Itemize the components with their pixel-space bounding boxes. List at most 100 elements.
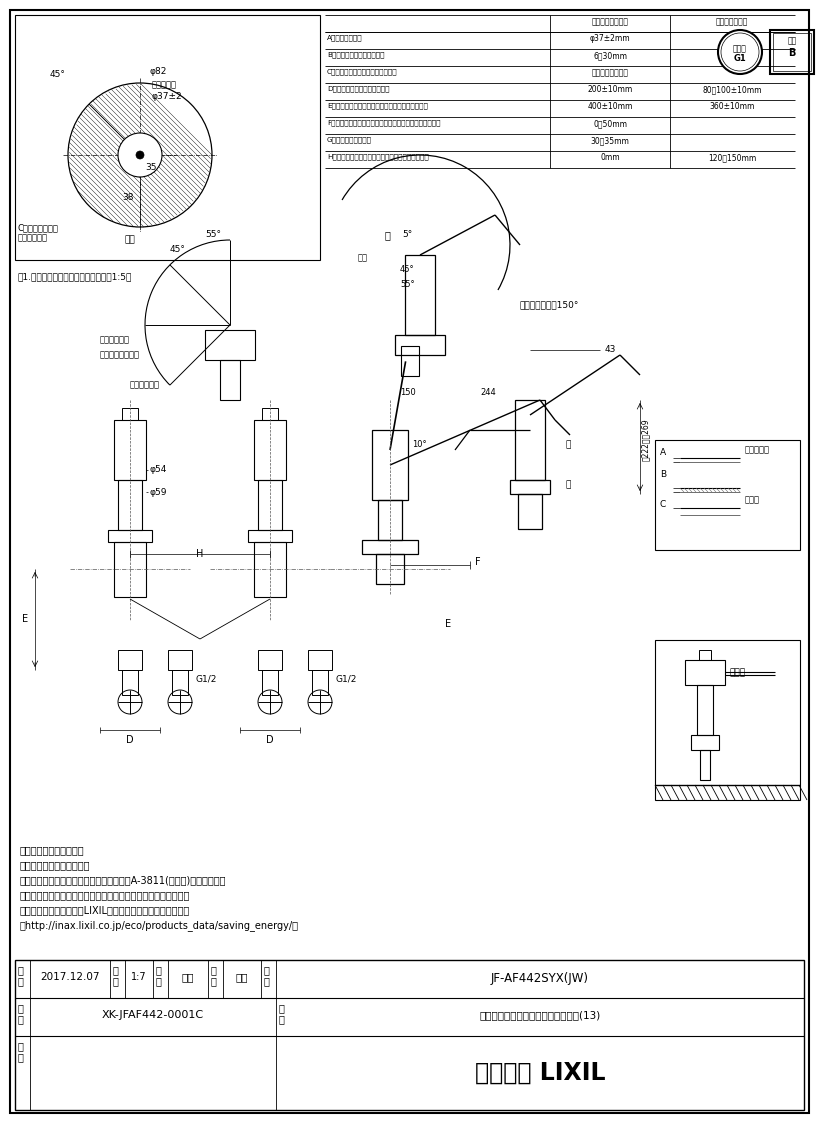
Bar <box>122 670 138 695</box>
Bar <box>773 33 811 71</box>
Bar <box>405 255 435 335</box>
Text: F: F <box>475 557 481 567</box>
Bar <box>378 500 402 540</box>
Text: E：水栓取付から収水・補温止水栓中心までの尸法: E：水栓取付から収水・補温止水栓中心までの尸法 <box>327 102 428 109</box>
Text: G：止水栓の離間尸法: G：止水栓の離間尸法 <box>327 136 372 143</box>
Text: H：水栓中心から収水・補温左右の中心までの尸法: H：水栓中心から収水・補温左右の中心までの尸法 <box>327 153 429 159</box>
Text: 間222～間269: 間222～間269 <box>640 419 649 462</box>
Text: 80～100±10mm: 80～100±10mm <box>702 85 762 94</box>
Text: 45°: 45° <box>50 70 66 79</box>
Bar <box>118 650 142 670</box>
Bar <box>518 494 542 529</box>
Bar <box>220 360 240 400</box>
Bar <box>254 420 286 480</box>
Bar <box>700 750 710 780</box>
Text: 吐水口回転範図150°: 吐水口回転範図150° <box>520 300 579 309</box>
Text: 図1.裏面取付作業必要スペース尸法（1:5）: 図1.裏面取付作業必要スペース尸法（1:5） <box>17 272 131 281</box>
Bar <box>114 542 146 597</box>
Text: φ37±2mm: φ37±2mm <box>590 34 631 43</box>
Text: E: E <box>445 619 451 629</box>
Text: 水栓取付面: 水栓取付面 <box>745 445 770 454</box>
Bar <box>655 440 800 550</box>
Text: 図に示す範囲以内: 図に示す範囲以内 <box>591 69 628 77</box>
Bar <box>308 650 332 670</box>
Text: 55°: 55° <box>400 280 414 289</box>
Bar <box>205 330 255 360</box>
Text: C：裏面取付作業必要スペース尸法: C：裏面取付作業必要スペース尸法 <box>327 69 398 74</box>
Bar <box>691 734 719 750</box>
Circle shape <box>118 133 162 177</box>
Text: 製
図: 製 図 <box>156 965 162 987</box>
Text: 温: 温 <box>385 230 391 240</box>
Circle shape <box>136 150 144 159</box>
Text: 1:7: 1:7 <box>131 973 147 982</box>
Text: 45°: 45° <box>400 265 414 274</box>
Text: 400±10mm: 400±10mm <box>587 102 633 111</box>
Text: B：取付可能カウンター厚さ: B：取付可能カウンター厚さ <box>327 51 384 57</box>
Text: 30～35mm: 30～35mm <box>590 136 630 145</box>
Text: 360±10mm: 360±10mm <box>709 102 754 111</box>
Bar <box>372 430 408 500</box>
Bar <box>510 480 550 494</box>
Text: 内山: 内山 <box>182 973 194 982</box>
Text: 200±10mm: 200±10mm <box>587 85 632 94</box>
Circle shape <box>721 33 759 71</box>
Text: 10°: 10° <box>412 440 427 449</box>
Text: B: B <box>789 48 796 58</box>
Text: φ59: φ59 <box>150 489 168 497</box>
Text: （http://inax.lixil.co.jp/eco/products_data/saving_energy/）: （http://inax.lixil.co.jp/eco/products_da… <box>20 920 299 931</box>
Bar <box>118 480 142 530</box>
Text: 38: 38 <box>122 193 133 202</box>
Bar <box>312 670 328 695</box>
Bar <box>400 346 419 376</box>
Text: 取付可能穴: 取付可能穴 <box>152 80 177 89</box>
Text: φ54: φ54 <box>150 465 167 474</box>
Text: 磳崎: 磳崎 <box>236 973 248 982</box>
Text: 図
番: 図 番 <box>18 1003 24 1024</box>
Text: 0mm: 0mm <box>600 153 620 162</box>
Text: ・（　）内は、参考尸法。: ・（ ）内は、参考尸法。 <box>20 860 91 870</box>
Text: 整流（原水）: 整流（原水） <box>100 335 130 344</box>
Text: 節湯: 節湯 <box>787 36 797 45</box>
Text: ・カウンター裏面の補強板は、木質系のボードとしてください。: ・カウンター裏面の補強板は、木質系のボードとしてください。 <box>20 891 190 900</box>
Bar <box>15 15 320 261</box>
Text: XK-JFAF442-0001C: XK-JFAF442-0001C <box>102 1010 204 1020</box>
Text: 45°: 45° <box>170 245 186 254</box>
Bar <box>168 650 192 670</box>
Text: ・止水栓は、別途手配。: ・止水栓は、別途手配。 <box>20 844 84 855</box>
Text: シャワー（原水）: シャワー（原水） <box>100 350 140 359</box>
Bar <box>254 542 286 597</box>
Bar <box>395 335 445 355</box>
Text: 5°: 5° <box>402 230 412 239</box>
Text: D: D <box>126 734 133 745</box>
Text: 間: 間 <box>565 480 570 489</box>
Bar <box>770 30 814 74</box>
Text: 6～30mm: 6～30mm <box>593 51 627 60</box>
Bar <box>362 540 418 554</box>
Bar <box>15 960 804 1110</box>
Text: E: E <box>22 614 28 624</box>
Text: A：取付可能穴径: A：取付可能穴径 <box>327 34 363 40</box>
Circle shape <box>718 30 762 74</box>
Text: 浄水器内蔵シングルレバー混合水栓(13): 浄水器内蔵シングルレバー混合水栓(13) <box>479 1010 600 1020</box>
Text: φ82: φ82 <box>150 67 167 76</box>
Bar <box>262 670 278 695</box>
Text: 244: 244 <box>480 389 495 398</box>
Text: 検
図: 検 図 <box>211 965 217 987</box>
Text: 品
番: 品 番 <box>264 965 270 987</box>
Text: G1: G1 <box>734 54 746 63</box>
Bar <box>699 650 711 660</box>
Text: 150: 150 <box>400 389 416 398</box>
Text: 備
考: 備 考 <box>18 1041 24 1062</box>
Bar <box>122 408 138 420</box>
Bar <box>376 554 404 584</box>
Text: 120～150mm: 120～150mm <box>708 153 756 162</box>
Bar <box>685 660 725 685</box>
Text: B: B <box>660 471 666 480</box>
Text: H: H <box>197 549 204 559</box>
Text: 中心振分けの場合: 中心振分けの場合 <box>591 17 628 26</box>
Text: 混合: 混合 <box>358 253 368 262</box>
Bar <box>262 408 278 420</box>
Bar <box>515 400 545 480</box>
Text: G1/2: G1/2 <box>335 675 356 684</box>
